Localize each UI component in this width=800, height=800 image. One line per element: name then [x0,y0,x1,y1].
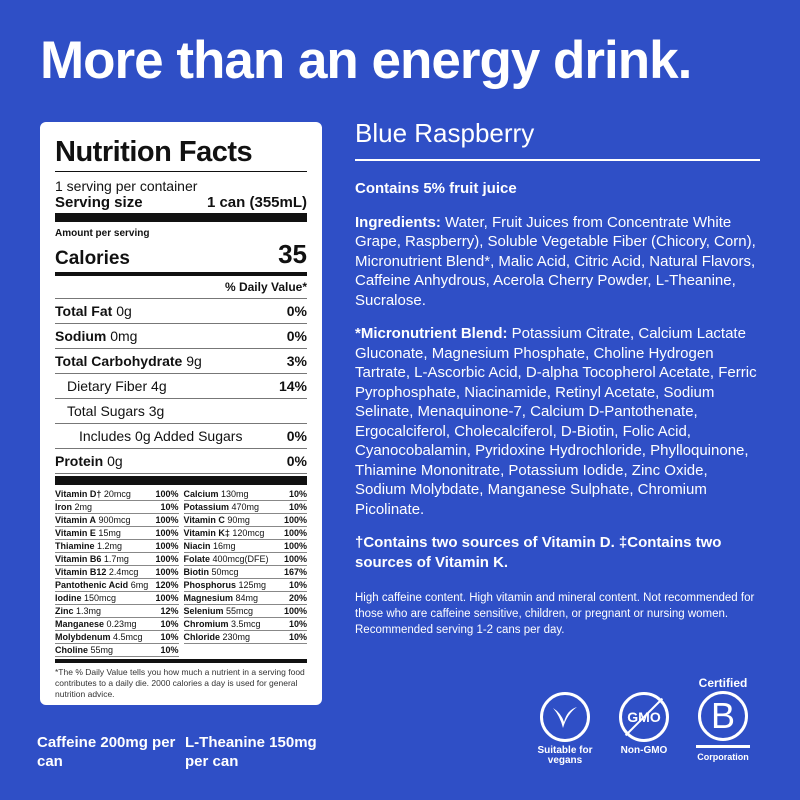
dv-header: % Daily Value* [55,276,307,299]
nutrition-facts-title: Nutrition Facts [55,136,307,172]
micronutrient-row: Chromium 3.5mcg 10% [183,619,307,631]
micronutrient-row: Vitamin D† 20mcg 100% [55,489,179,501]
micronutrient-row: Calcium 130mg 10% [183,489,307,501]
fruit-juice: Contains 5% fruit juice [355,180,517,197]
micronutrient-row: Biotin 50mcg 167% [183,567,307,579]
theanine: L-Theanine 150mg per can [185,734,317,770]
ingredients: Ingredients: Water, Fruit Juices from Co… [355,213,756,309]
nutrient-row: Includes 0g Added Sugars 0% [55,424,307,449]
calories: Calories 35 [55,239,307,276]
warning: High caffeine content. High vitamin and … [355,592,755,636]
nutrient-row: Total Carbohydrate 9g 3% [55,349,307,374]
nutrient-row: Total Fat 0g 0% [55,299,307,324]
flavor-name: Blue Raspberry [355,118,760,161]
amount-per-serving: Amount per serving [55,228,150,239]
micronutrient-row: Chloride 230mg 10% [183,632,307,644]
non-gmo-badge: GMO Non-GMO [612,692,676,756]
footnote: *The % Daily Value tells you how much a … [55,667,305,699]
b-corp-logo: B [698,691,748,741]
micronutrient-row: Vitamin B12 2.4mcg 100% [55,567,179,579]
micronutrient-row: Vitamin K‡ 120mcg 100% [183,528,307,540]
nutrition-facts-label: Nutrition Facts 1 serving per container … [40,122,322,705]
micronutrient-row: Folate 400mcg(DFE) 100% [183,554,307,566]
nutrient-row: Total Sugars 3g [55,399,307,424]
micronutrient-row: Iodine 150mcg 100% [55,593,179,605]
micronutrient-row: Pantothenic Acid 6mg 120% [55,580,179,592]
vegan-badge: Suitable for vegans [530,692,600,766]
nutrient-row: Dietary Fiber 4g 14% [55,374,307,399]
micronutrient-row: Niacin 16mg 100% [183,541,307,553]
micronutrient-row: Iron 2mg 10% [55,502,179,514]
servings: 1 serving per container [55,178,198,194]
no-gmo-icon: GMO [619,692,669,742]
leaf-icon [540,692,590,742]
micronutrient-row: Selenium 55mcg 100% [183,606,307,618]
product-details: Blue Raspberry Contains 5% fruit juice I… [355,118,760,638]
micronutrient-row: Molybdenum 4.5mcg 10% [55,632,179,644]
headline: More than an energy drink. [40,31,692,90]
micronutrient-row: Vitamin E 15mg 100% [55,528,179,540]
micronutrient-row: Zinc 1.3mg 12% [55,606,179,618]
caffeine: Caffeine 200mg per can [37,734,176,770]
serving-size: Serving size 1 can (355mL) [55,194,307,222]
micronutrient-row: Thiamine 1.2mg 100% [55,541,179,553]
micronutrient-blend: *Micronutrient Blend: Potassium Citrate,… [355,325,757,518]
micronutrient-row: Potassium 470mg 10% [183,502,307,514]
micronutrient-row: Vitamin B6 1.7mg 100% [55,554,179,566]
micronutrient-row: Choline 55mg 10% [55,645,179,657]
micronutrient-table: Vitamin D† 20mcg 100% Calcium 130mg 10% Iron… [55,488,307,657]
b-corp-badge: Certified B Corporation [696,676,750,762]
micronutrient-row: Manganese 0.23mg 10% [55,619,179,631]
micronutrient-row: Phosphorus 125mg 10% [183,580,307,592]
nutrient-row: Protein 0g 0% [55,449,307,474]
vitamin-note: †Contains two sources of Vitamin D. ‡Con… [355,534,722,571]
nutrient-row: Sodium 0mg 0% [55,324,307,349]
micronutrient-row: Magnesium 84mg 20% [183,593,307,605]
micronutrient-row: Vitamin A 900mcg 100% [55,515,179,527]
micronutrient-row: Vitamin C 90mg 100% [183,515,307,527]
